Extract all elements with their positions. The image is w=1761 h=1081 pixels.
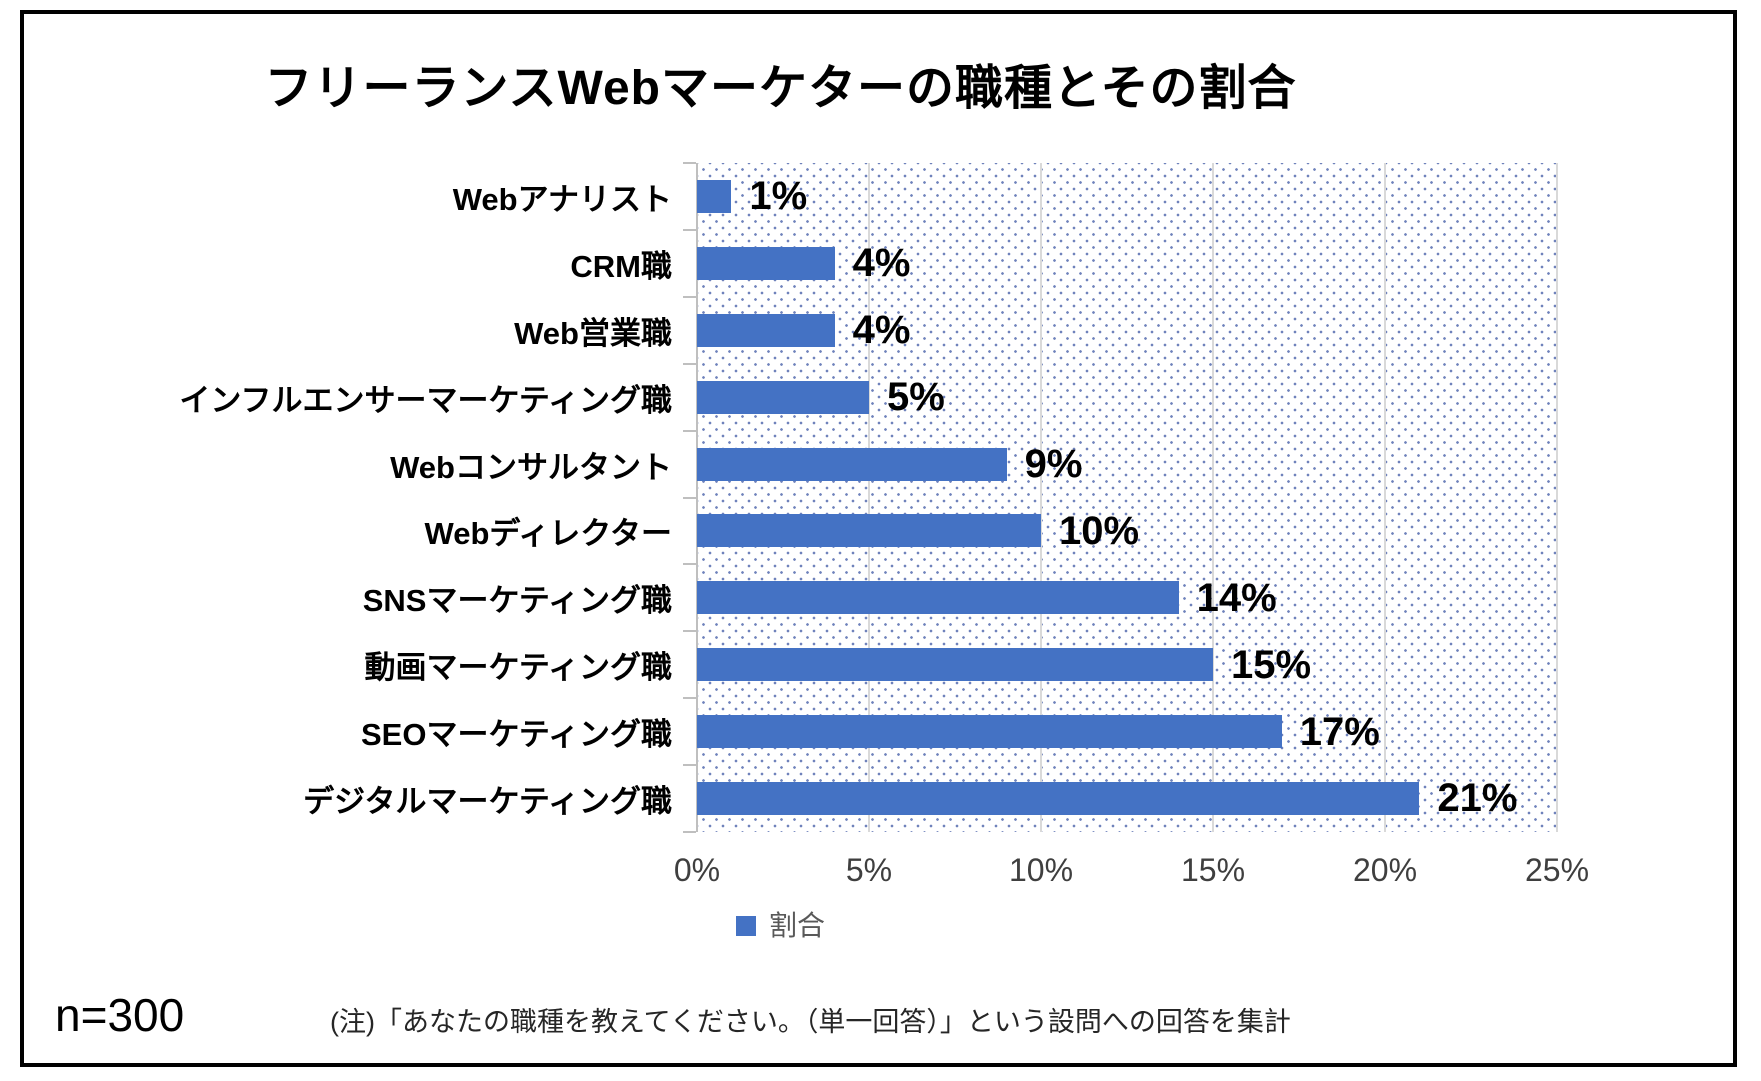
category-label: デジタルマーケティング職 <box>303 784 672 820</box>
bar <box>697 313 835 347</box>
y-axis-line <box>696 163 698 832</box>
bar-row: 14% <box>697 564 1557 631</box>
x-tick-label: 5% <box>845 852 893 888</box>
category-label: SEOマーケティング職 <box>361 717 672 753</box>
gridline <box>1384 163 1386 832</box>
plot-area: 1% 4% 4% 5% 9% 10% 14% 15% 17% 21% <box>683 162 1558 833</box>
bar-row: 4% <box>697 297 1557 364</box>
bar <box>697 179 732 213</box>
bar-value-label: 5% <box>887 375 945 420</box>
bar-row: 10% <box>697 497 1557 564</box>
category-label: Web営業職 <box>514 315 672 351</box>
gridline <box>1556 163 1558 832</box>
bar <box>697 648 1213 682</box>
bar <box>697 380 869 414</box>
x-axis-labels: 0% 5% 10% 15% 20% 25% <box>674 852 1589 892</box>
bar-value-label: 9% <box>1024 442 1083 486</box>
bar-row: 17% <box>697 698 1557 765</box>
x-tick-label: 25% <box>1524 852 1590 888</box>
legend-label: 割合 <box>768 910 825 941</box>
bar-row: 5% <box>697 364 1557 431</box>
bar-value-label: 4% <box>852 241 911 286</box>
y-tick-mark <box>683 630 696 633</box>
category-label: Webアナリスト <box>452 181 672 217</box>
category-label: Webディレクター <box>424 516 672 552</box>
gridline <box>1212 163 1214 832</box>
category-label: 動画マーケティング職 <box>364 650 672 686</box>
category-label: CRM職 <box>570 248 672 284</box>
bar <box>697 246 835 280</box>
y-tick-mark <box>683 162 696 164</box>
sample-size-text: n=300 <box>55 989 185 1041</box>
x-tick-label: 10% <box>1008 852 1074 888</box>
note-text: (注)「あなたの職種を教えてください。（単一回答）」という設問への回答を集計 <box>330 1007 1291 1037</box>
bar-value-label: 4% <box>852 308 911 353</box>
y-tick-mark <box>683 362 696 365</box>
chart-title: フリーランスWebマーケターの職種とその割合 <box>264 62 1297 115</box>
x-tick-label: 0% <box>673 852 721 888</box>
bar-value-label: 17% <box>1299 709 1380 754</box>
y-tick-mark <box>683 496 696 499</box>
bar <box>697 781 1420 815</box>
bar <box>697 447 1007 481</box>
legend: 割合 <box>28 912 1533 940</box>
bar-value-label: 21% <box>1437 776 1518 821</box>
gridline <box>868 163 870 832</box>
y-tick-mark <box>683 831 696 833</box>
bar-value-label: 1% <box>749 174 808 219</box>
bar <box>697 514 1041 548</box>
y-tick-mark <box>683 563 696 566</box>
y-tick-mark <box>683 429 696 432</box>
gridline <box>1040 163 1042 832</box>
x-tick-label: 15% <box>1180 852 1246 888</box>
chart-object: フリーランスWebマーケターの職種とその割合 割合 <box>28 14 1533 1024</box>
y-tick-mark <box>683 228 696 231</box>
bar-row: 21% <box>697 765 1557 832</box>
bar-row: 1% <box>697 163 1557 230</box>
bar <box>697 581 1179 615</box>
bar-row: 4% <box>697 230 1557 297</box>
category-label: SNSマーケティング職 <box>362 583 672 619</box>
bar <box>697 715 1282 749</box>
bar-value-label: 10% <box>1059 508 1140 553</box>
bar-row: 15% <box>697 631 1557 698</box>
bar-row: 9% <box>697 431 1557 498</box>
category-label: Webコンサルタント <box>390 449 672 485</box>
outer-border <box>20 10 1737 1067</box>
category-label: インフルエンサーマーケティング職 <box>179 382 672 418</box>
x-tick-label: 20% <box>1352 852 1418 888</box>
y-tick-mark <box>683 295 696 298</box>
bar-value-label: 14% <box>1196 575 1277 620</box>
y-tick-mark <box>683 697 696 700</box>
category-axis-labels: Webアナリスト CRM職 Web営業職インフルエンサーマーケティング職 Webコンサ… <box>40 163 672 832</box>
legend-swatch-icon <box>735 916 756 936</box>
y-tick-mark <box>683 764 696 767</box>
bar-value-label: 15% <box>1231 642 1312 687</box>
